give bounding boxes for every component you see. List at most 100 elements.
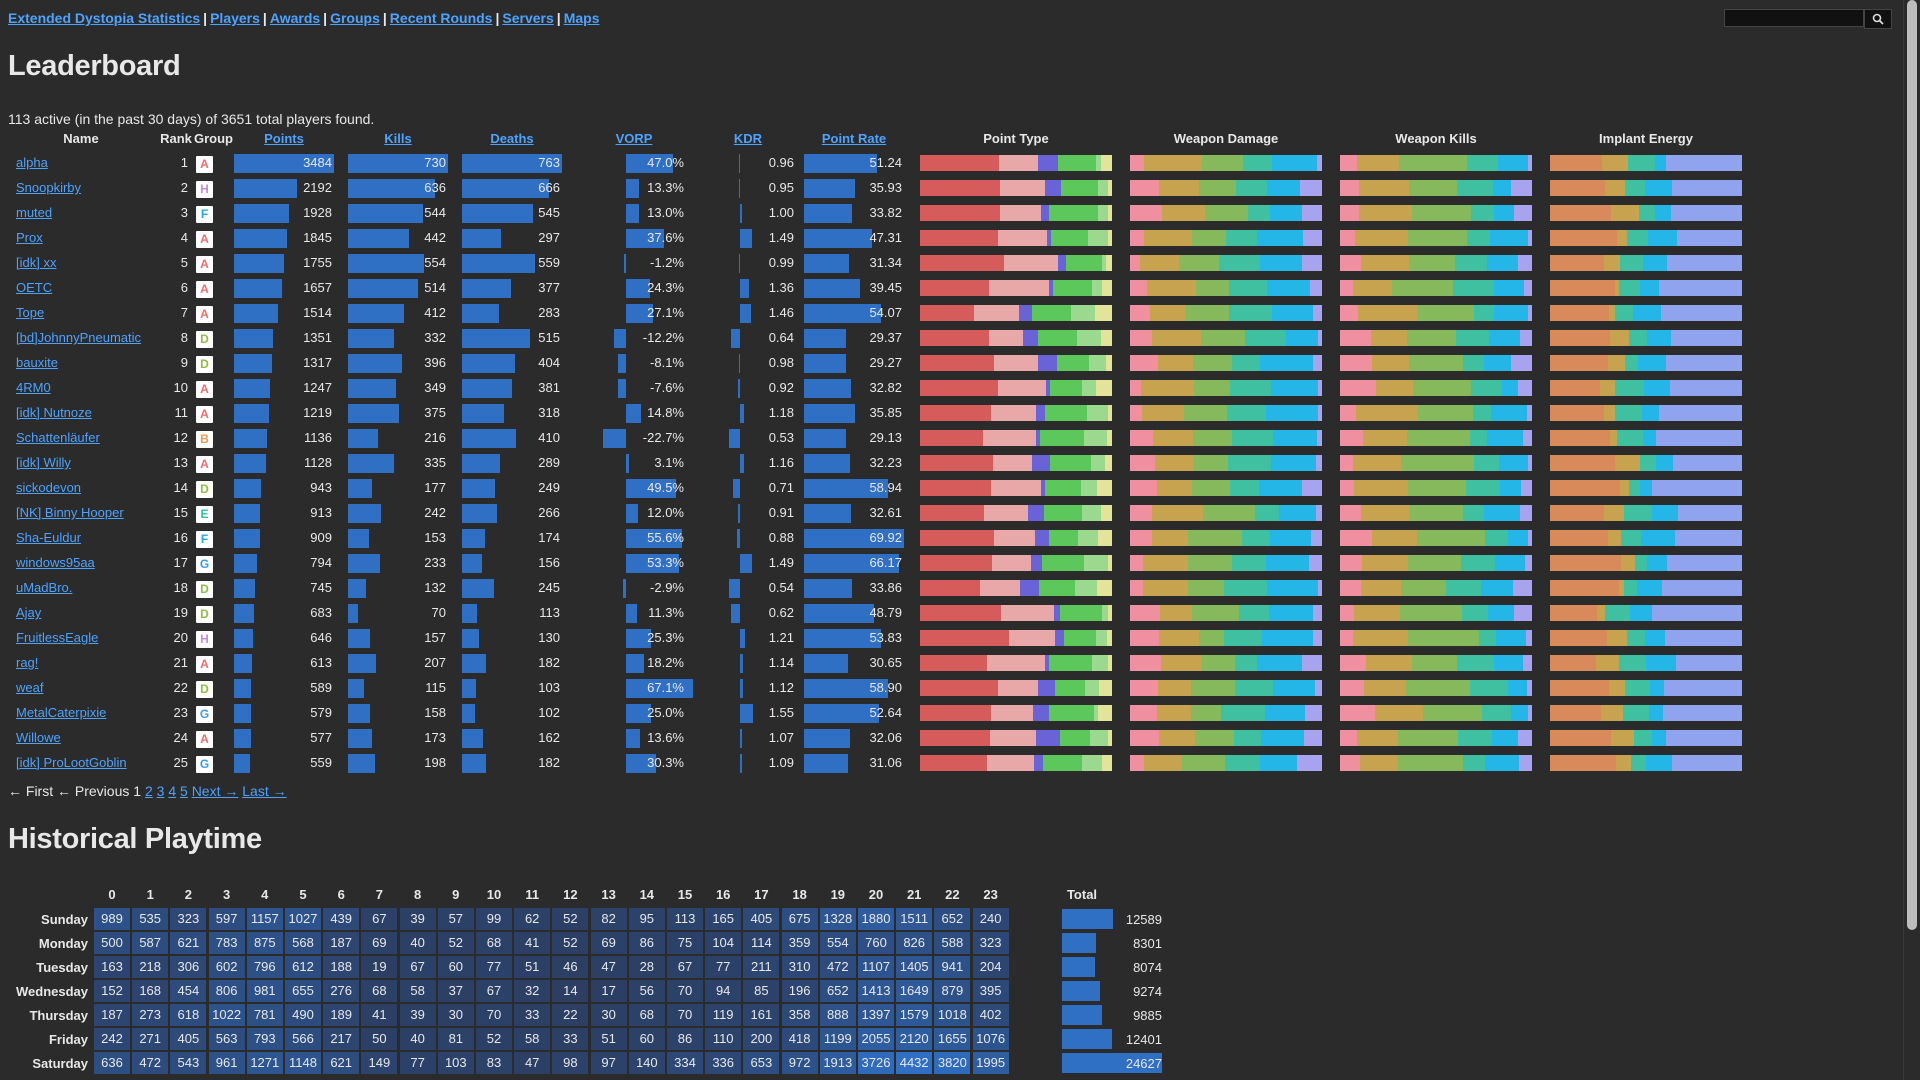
group-badge[interactable]: A [196,406,213,423]
player-name-link[interactable]: [idk] Nutnoze [16,405,92,420]
implant-energy-segment [1617,230,1627,246]
playtime-cell: 58 [514,1028,551,1050]
deaths-bar [462,254,536,273]
player-name-link[interactable]: MetalCaterpixie [16,705,107,720]
sort-points[interactable]: Points [264,131,304,146]
player-name-link[interactable]: uMadBro. [16,580,73,595]
group-badge[interactable]: A [196,156,213,173]
player-name-link[interactable]: rag! [16,655,39,670]
player-name-link[interactable]: Snoopkirby [16,180,82,195]
nav-link-maps[interactable]: Maps [563,10,600,26]
player-name-link[interactable]: [NK] Binny Hooper [16,505,124,520]
search-button[interactable] [1864,9,1892,29]
vorp-bar [626,679,694,698]
group-badge[interactable]: A [196,281,213,298]
group-badge[interactable]: G [196,706,213,723]
player-name-link[interactable]: sickodevon [16,480,82,495]
playtime-cell: 187 [323,932,360,954]
implant-energy-segment [1550,430,1610,446]
group-badge[interactable]: E [196,506,213,523]
leaderboard-row: sickodevon 14 D 943 177 249 49.5% 0.71 58.94 [8,476,1748,501]
weapon-kills-segment [1366,655,1412,671]
group-badge[interactable]: A [196,656,213,673]
weapon-kills-segment [1340,280,1353,296]
player-name-link[interactable]: [idk] ProLootGoblin [16,755,127,770]
sort-deaths[interactable]: Deaths [490,131,534,146]
player-name-link[interactable]: weaf [16,680,44,695]
group-badge[interactable]: A [196,456,213,473]
nav-link-servers[interactable]: Servers [502,10,554,26]
player-name-link[interactable]: [idk] Willy [16,455,71,470]
group-badge[interactable]: B [196,431,213,448]
search-input[interactable] [1724,9,1864,27]
group-badge[interactable]: D [196,606,213,623]
group-badge[interactable]: D [196,331,213,348]
point-rate-value: 31.34 [869,255,902,270]
player-name-link[interactable]: [bd]JohnnyPneumatic [16,330,142,345]
point-type-segment [1101,155,1112,171]
point-type-segment [1058,155,1096,171]
group-badge[interactable]: A [196,231,213,248]
player-name-link[interactable]: Schattenläufer [16,430,100,445]
group-badge[interactable]: D [196,581,213,598]
sort-vorp[interactable]: VORP [615,131,653,146]
player-name-link[interactable]: muted [16,205,53,220]
vorp-bar [626,604,638,623]
playtime-title: Historical Playtime [8,823,262,855]
player-name-link[interactable]: 4RM0 [16,380,51,395]
weapon-damage-segment [1267,580,1319,596]
weapon-damage-segment [1228,280,1267,296]
player-name-link[interactable]: Ajay [16,605,42,620]
player-name-link[interactable]: windows95aa [16,555,95,570]
group-badge[interactable]: A [196,306,213,323]
group-badge[interactable]: G [196,556,213,573]
player-name-link[interactable]: Prox [16,230,43,245]
group-badge[interactable]: A [196,381,213,398]
group-badge[interactable]: D [196,356,213,373]
player-name-link[interactable]: [idk] xx [16,255,57,270]
group-badge[interactable]: D [196,481,213,498]
pager-page-3[interactable]: 3 [156,783,165,799]
group-badge[interactable]: A [196,256,213,273]
player-name-link[interactable]: FruitlessEagle [16,630,99,645]
pager-page-4[interactable]: 4 [168,783,177,799]
group-badge[interactable]: H [196,181,213,198]
nav-link-home[interactable]: Extended Dystopia Statistics [8,10,201,26]
sort-kills[interactable]: Kills [384,131,412,146]
point-type-stack [920,155,1112,171]
pager-next[interactable]: Next → [191,783,239,799]
player-name-link[interactable]: bauxite [16,355,58,370]
player-name-link[interactable]: alpha [16,155,48,170]
group-badge[interactable]: G [196,756,213,773]
player-name-link[interactable]: OETC [16,280,53,295]
playtime-cell: 83 [476,1052,512,1074]
scrollbar-thumb[interactable] [1907,0,1917,930]
page-scrollbar[interactable] [1903,0,1920,1080]
weapon-damage-segment [1271,155,1318,171]
player-name-link[interactable]: Willowe [16,730,61,745]
nav-link-awards[interactable]: Awards [269,10,321,26]
pager-page-2[interactable]: 2 [144,783,153,799]
group-badge[interactable]: F [196,531,213,548]
group-badge[interactable]: F [196,206,213,223]
points-value: 589 [310,680,332,695]
kills-bar [348,579,367,598]
player-name-link[interactable]: Sha-Euldur [16,530,82,545]
point-type-segment [1081,505,1101,521]
weapon-kills-segment [1527,680,1532,696]
player-name-link[interactable]: Tope [16,305,45,320]
vorp-bar [613,329,626,348]
nav-link-players[interactable]: Players [210,10,260,26]
implant-energy-segment [1550,455,1616,471]
sort-point-rate[interactable]: Point Rate [821,131,887,146]
pager-page-5[interactable]: 5 [180,783,188,799]
group-badge[interactable]: H [196,631,213,648]
nav-link-recent-rounds[interactable]: Recent Rounds [389,10,493,26]
weapon-kills-segment [1517,255,1532,271]
weapon-kills-segment [1494,655,1523,671]
pager-last[interactable]: Last → [242,783,287,799]
group-badge[interactable]: D [196,681,213,698]
group-badge[interactable]: A [196,731,213,748]
sort-kdr[interactable]: KDR [733,131,763,146]
nav-link-groups[interactable]: Groups [330,10,380,26]
